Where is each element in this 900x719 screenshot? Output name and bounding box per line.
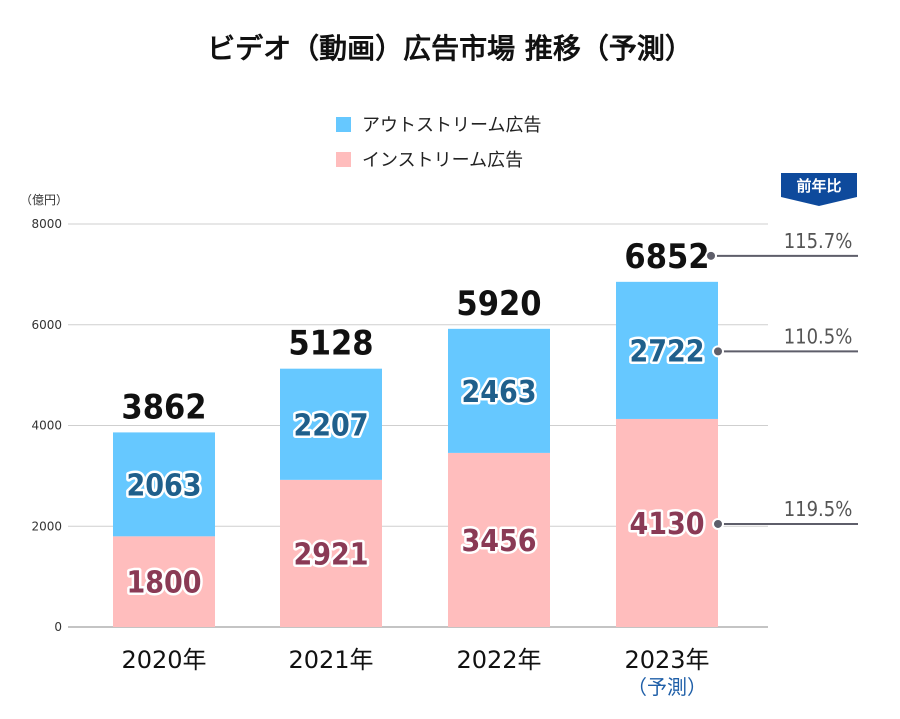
bar-label-outstream: 2207 xyxy=(293,408,368,443)
y-tick-label: 6000 xyxy=(31,318,62,332)
yoy-value: 115.7% xyxy=(784,229,853,253)
y-tick-label: 8000 xyxy=(31,217,62,231)
legend-swatch-instream xyxy=(336,152,351,167)
chart-title: ビデオ（動画）広告市場 推移（予測） xyxy=(207,32,693,65)
bar-total-label: 3862 xyxy=(121,387,206,427)
yoy-marker xyxy=(712,345,724,358)
x-tick-label: 2023年 xyxy=(624,646,709,674)
yoy-badge xyxy=(781,173,857,206)
x-tick-label: 2021年 xyxy=(288,646,373,674)
bar-outstream xyxy=(280,368,382,480)
legend-label-outstream: アウトストリーム広告 xyxy=(362,115,541,136)
bar-label-outstream: 2722 xyxy=(629,334,704,369)
bar-label-instream: 2921 xyxy=(293,537,368,572)
bar-instream xyxy=(448,452,550,627)
forecast-note: （予測） xyxy=(627,675,707,699)
bar-total-label: 6852 xyxy=(624,237,709,277)
bar-outstream xyxy=(448,328,550,453)
bar-label-instream: 3456 xyxy=(461,524,536,559)
legend: アウトストリーム広告 インストリーム広告 xyxy=(336,115,541,171)
yoy-badge-label: 前年比 xyxy=(796,177,841,195)
bar-label-outstream: 2463 xyxy=(461,375,536,410)
yoy-marker xyxy=(705,249,717,262)
bar-instream xyxy=(616,418,718,627)
y-axis-unit: （億円） xyxy=(20,193,68,207)
bar-instream xyxy=(113,536,215,627)
x-axis: 2020年 2021年 2022年 2023年（予測） xyxy=(121,646,709,699)
bar-outstream xyxy=(616,281,718,419)
y-tick-label: 4000 xyxy=(31,419,62,433)
yoy-value: 119.5% xyxy=(784,497,853,521)
y-tick-label: 2000 xyxy=(31,519,62,533)
yoy-annotations: 前年比 115.7% 110.5% 119.5% xyxy=(705,173,858,530)
yoy-value: 110.5% xyxy=(784,324,853,348)
legend-swatch-outstream xyxy=(336,117,351,132)
bar-total-label: 5128 xyxy=(288,324,373,364)
legend-label-instream: インストリーム広告 xyxy=(362,150,523,171)
yoy-marker xyxy=(712,517,724,530)
y-tick-label: 0 xyxy=(54,620,62,634)
bar-instream xyxy=(280,479,382,627)
bar-label-instream: 1800 xyxy=(126,566,201,601)
x-tick-label: 2020年 xyxy=(121,646,206,674)
bars: 1800 2063 3862 2921 2207 5128 3456 2463 5920 4130… xyxy=(113,237,718,627)
bar-total-label: 5920 xyxy=(456,284,541,324)
x-tick-label: 2022年 xyxy=(456,646,541,674)
bar-label-outstream: 2063 xyxy=(126,468,201,503)
y-axis: 0 2000 4000 6000 8000 xyxy=(31,217,62,634)
bar-label-instream: 4130 xyxy=(629,507,704,542)
bar-outstream xyxy=(113,432,215,537)
